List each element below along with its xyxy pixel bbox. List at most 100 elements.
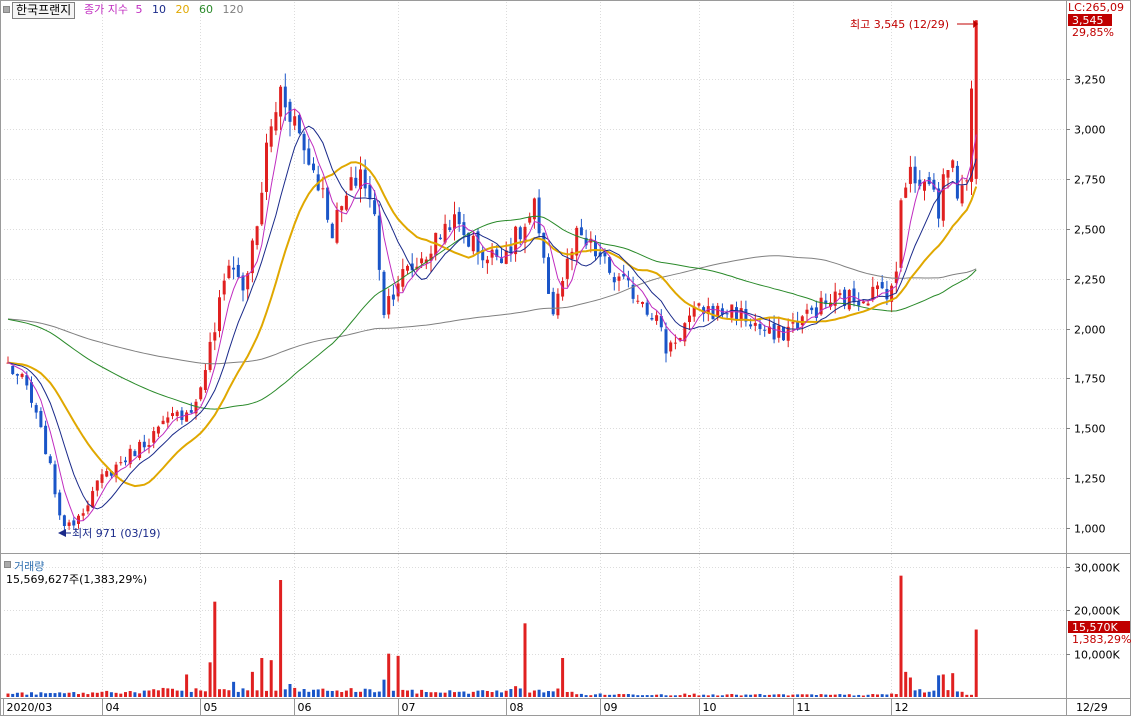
volume-bar [77, 694, 80, 697]
volume-bar [561, 658, 565, 697]
volume-bar [20, 692, 24, 697]
candle-body [659, 315, 663, 328]
volume-bar [697, 695, 701, 697]
volume-bar [457, 691, 461, 697]
candle-body [185, 412, 189, 422]
volume-bar [673, 695, 677, 697]
volume-bar [490, 692, 494, 697]
candle-body [692, 306, 696, 317]
volume-bar [434, 692, 438, 697]
volume-settings-square-icon[interactable] [4, 561, 11, 568]
candle-body [664, 329, 668, 354]
candle-body [955, 165, 959, 199]
x-axis-label: 12 [895, 701, 909, 714]
candle-body [91, 491, 95, 508]
candle-body [716, 305, 720, 317]
volume-bar [706, 695, 710, 697]
candle-body [810, 307, 814, 311]
settings-square-icon[interactable] [3, 6, 10, 13]
candle-body [735, 307, 738, 320]
candle-body [438, 237, 442, 240]
volume-bar [970, 694, 973, 697]
stock-name-box[interactable]: 한국프랜지 [12, 2, 76, 19]
x-axis-label: 08 [510, 701, 524, 714]
candle-body [194, 401, 198, 414]
volume-bar [255, 690, 259, 697]
candle-body [288, 101, 292, 122]
candle-body [857, 301, 861, 306]
candle-body [551, 291, 555, 315]
candle-body [156, 426, 160, 434]
volume-change-pct: 1,383,29% [1072, 633, 1131, 646]
candle-body [349, 177, 353, 191]
volume-bar [861, 695, 865, 697]
x-axis-end-label: 12/29 [1076, 701, 1108, 714]
volume-bar [171, 688, 174, 697]
volume-bar [514, 686, 518, 697]
ma-period-5: 5 [135, 3, 143, 16]
candle-body [612, 277, 616, 283]
volume-bar [443, 692, 447, 697]
volume-bar [810, 694, 814, 697]
price-tick-label: 3,000 [1074, 124, 1106, 137]
candle-body [312, 163, 315, 171]
volume-bar [753, 694, 757, 697]
candle-body [702, 307, 706, 314]
candle-body [457, 211, 461, 225]
candle-body [39, 410, 43, 428]
volume-bar [194, 688, 198, 697]
volume-bar [293, 687, 297, 697]
volume-bar [720, 695, 724, 697]
candle-body [880, 282, 884, 289]
volume-tick-label: 30,000K [1074, 562, 1120, 575]
volume-summary: 15,569,627주(1,383,29%) [6, 573, 148, 586]
high-arrow-head-icon [973, 20, 979, 28]
candle-body [819, 297, 823, 315]
candle-body [537, 197, 541, 234]
candle-body [673, 342, 677, 344]
candle-body [359, 169, 362, 190]
volume-bar [114, 692, 118, 697]
candle-body [15, 374, 19, 376]
volume-bar [556, 688, 560, 697]
volume-bar [918, 689, 922, 697]
volume-bar [800, 694, 804, 697]
volume-bar [185, 674, 189, 697]
volume-bar [340, 692, 344, 697]
volume-bar [532, 690, 536, 697]
candle-body [876, 285, 879, 290]
volume-bar [584, 695, 588, 697]
volume-bar [894, 694, 898, 697]
volume-bar [25, 694, 29, 697]
volume-bar [725, 694, 729, 697]
volume-bar [608, 694, 612, 697]
volume-bar [523, 623, 527, 697]
volume-bar [81, 692, 85, 697]
x-axis-label: 06 [298, 701, 312, 714]
volume-bar [330, 690, 334, 697]
volume-bar [528, 692, 532, 697]
volume-bar [908, 677, 912, 697]
volume-bar [767, 694, 771, 697]
volume-bar [871, 694, 875, 697]
volume-bar [843, 694, 847, 697]
volume-bar [866, 694, 870, 697]
candle-body [500, 258, 503, 264]
candle-body [189, 410, 193, 413]
candle-body [908, 166, 912, 184]
price-change-pct: 29,85% [1072, 26, 1114, 39]
candle-body [805, 309, 809, 314]
volume-bar [105, 690, 109, 697]
volume-bar [189, 691, 193, 697]
candle-body [208, 341, 212, 370]
volume-bar [476, 690, 480, 697]
candle-body [293, 116, 297, 126]
x-axis-label: 11 [797, 701, 811, 714]
candle-body [246, 273, 250, 290]
volume-bar [471, 691, 475, 697]
volume-panel-title[interactable]: 거래량 [14, 560, 45, 573]
volume-bar [603, 694, 607, 697]
volume-bar [354, 691, 358, 697]
moving-average-legend[interactable]: 종가 지수 5 10 20 60 120 [84, 3, 249, 17]
